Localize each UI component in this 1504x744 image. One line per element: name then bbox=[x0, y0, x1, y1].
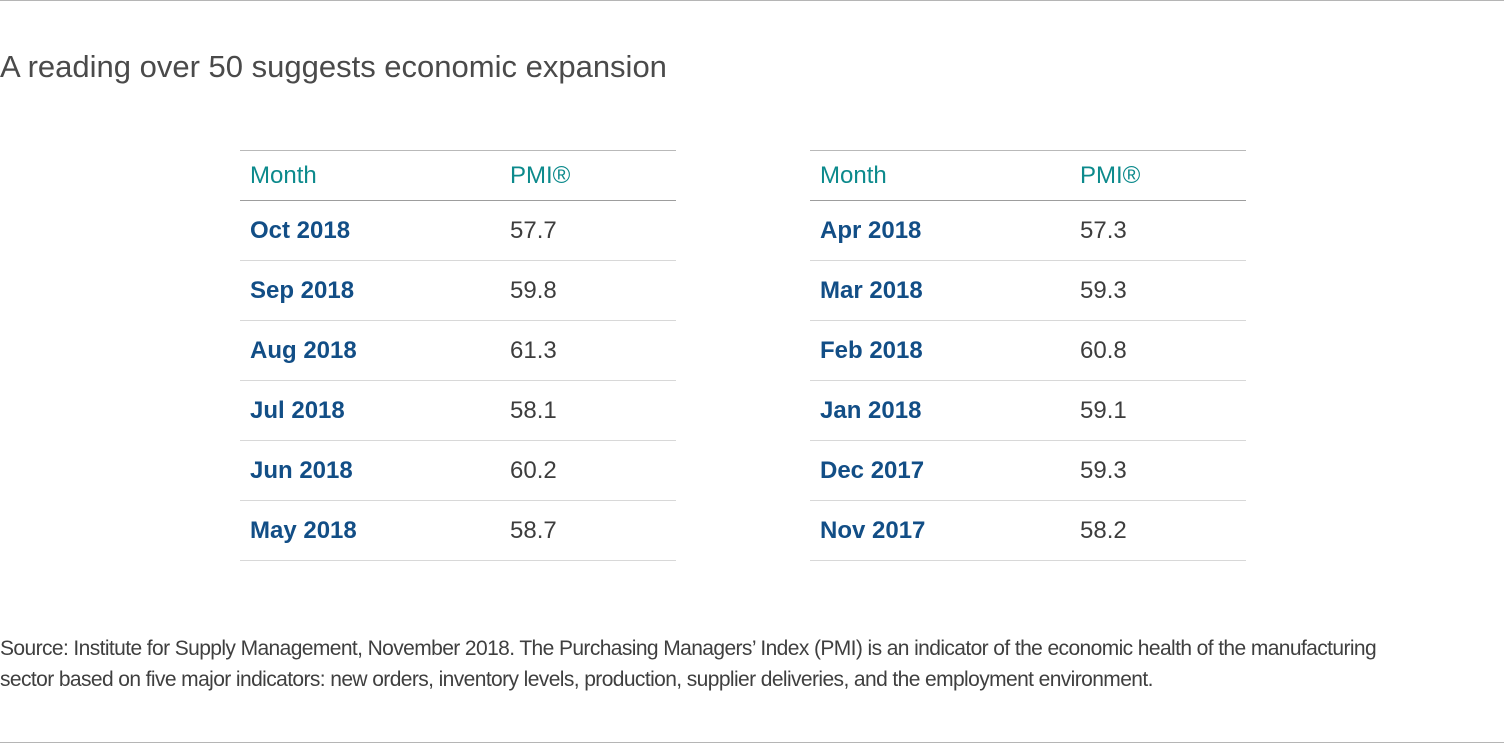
source-note-line-2: sector based on five major indicators: n… bbox=[0, 668, 1153, 691]
pmi-value-cell: 58.2 bbox=[1080, 517, 1127, 544]
table-row: Aug 2018 61.3 bbox=[240, 321, 676, 381]
month-cell: Sep 2018 bbox=[250, 277, 355, 304]
pmi-table-left: Month PMI® Oct 2018 57.7 Sep 2018 59.8 A… bbox=[240, 150, 676, 561]
month-cell: Jun 2018 bbox=[250, 457, 353, 484]
table-row: Apr 2018 57.3 bbox=[810, 201, 1246, 261]
table-row: Dec 2017 59.3 bbox=[810, 441, 1246, 501]
month-cell: Jul 2018 bbox=[250, 397, 345, 424]
pmi-table-right: Month PMI® Apr 2018 57.3 Mar 2018 59.3 F… bbox=[810, 150, 1246, 561]
chart-subtitle: A reading over 50 suggests economic expa… bbox=[0, 49, 667, 84]
pmi-value-cell: 57.3 bbox=[1080, 217, 1127, 244]
pmi-value-cell: 59.3 bbox=[1080, 277, 1127, 304]
bottom-rule bbox=[0, 742, 1504, 743]
month-cell: Nov 2017 bbox=[820, 517, 926, 544]
table-row: Mar 2018 59.3 bbox=[810, 261, 1246, 321]
month-cell: Aug 2018 bbox=[250, 337, 357, 364]
pmi-value-cell: 57.7 bbox=[510, 217, 557, 244]
table-row: Feb 2018 60.8 bbox=[810, 321, 1246, 381]
pmi-value-cell: 60.2 bbox=[510, 457, 557, 484]
pmi-value-cell: 60.8 bbox=[1080, 337, 1127, 364]
month-cell: Mar 2018 bbox=[820, 277, 923, 304]
month-cell: Jan 2018 bbox=[820, 397, 922, 424]
source-note-line-1: Source: Institute for Supply Management,… bbox=[0, 637, 1377, 660]
column-header-pmi: PMI® bbox=[510, 162, 571, 189]
table-row: May 2018 58.7 bbox=[240, 501, 676, 561]
table-row: Jun 2018 60.2 bbox=[240, 441, 676, 501]
pmi-value-cell: 61.3 bbox=[510, 337, 557, 364]
source-note: Source: Institute for Supply Management,… bbox=[0, 633, 1504, 695]
month-cell: Dec 2017 bbox=[820, 457, 925, 484]
pmi-value-cell: 59.8 bbox=[510, 277, 557, 304]
table-row: Oct 2018 57.7 bbox=[240, 201, 676, 261]
pmi-value-cell: 58.7 bbox=[510, 517, 557, 544]
table-row: Nov 2017 58.2 bbox=[810, 501, 1246, 561]
month-cell: May 2018 bbox=[250, 517, 357, 544]
top-rule bbox=[0, 0, 1504, 1]
column-header-month: Month bbox=[250, 162, 317, 189]
month-cell: Feb 2018 bbox=[820, 337, 923, 364]
month-cell: Oct 2018 bbox=[250, 217, 351, 244]
pmi-value-cell: 59.3 bbox=[1080, 457, 1127, 484]
pmi-value-cell: 58.1 bbox=[510, 397, 557, 424]
column-header-pmi: PMI® bbox=[1080, 162, 1141, 189]
month-cell: Apr 2018 bbox=[820, 217, 922, 244]
table-row: Jan 2018 59.1 bbox=[810, 381, 1246, 441]
table-row: Sep 2018 59.8 bbox=[240, 261, 676, 321]
pmi-value-cell: 59.1 bbox=[1080, 397, 1127, 424]
column-header-month: Month bbox=[820, 162, 887, 189]
table-header-row: Month PMI® bbox=[810, 151, 1246, 201]
table-row: Jul 2018 58.1 bbox=[240, 381, 676, 441]
table-header-row: Month PMI® bbox=[240, 151, 676, 201]
